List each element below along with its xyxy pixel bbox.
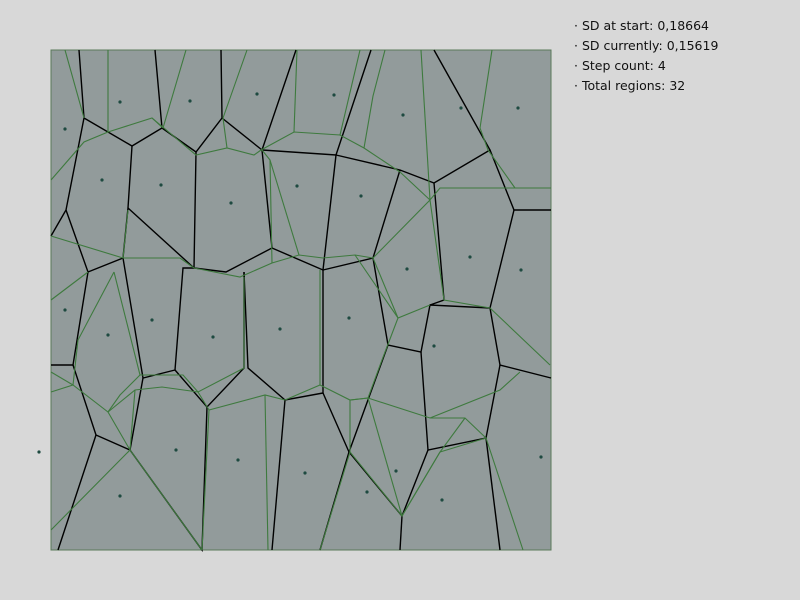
total-regions-stat: · Total regions: 32 xyxy=(574,78,686,93)
site-points xyxy=(37,92,543,502)
sd-current-stat: · SD currently: 0,15619 xyxy=(574,38,719,53)
current-cell-edges xyxy=(50,49,551,551)
sd-start-stat: · SD at start: 0,18664 xyxy=(574,18,710,33)
step-count-stat: · Step count: 4 xyxy=(574,58,666,73)
stats-panel: · SD at start: 0,18664 · SD currently: 0… xyxy=(574,16,718,96)
plot-area xyxy=(50,49,552,551)
